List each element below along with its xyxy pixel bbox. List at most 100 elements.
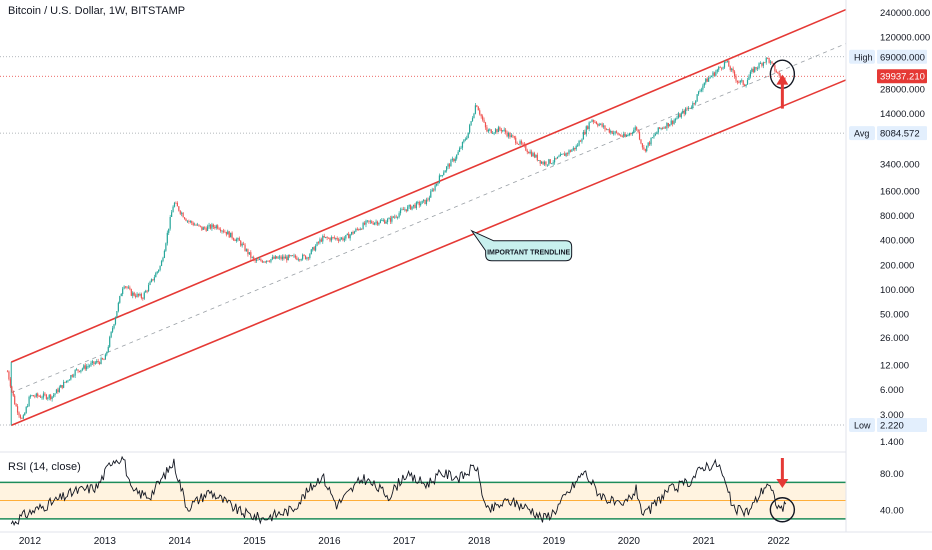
candle xyxy=(254,258,256,264)
candle xyxy=(158,269,160,273)
candle xyxy=(438,173,441,184)
candle-body xyxy=(746,80,749,85)
candle xyxy=(644,148,646,153)
candle xyxy=(566,152,569,157)
candle-body xyxy=(322,236,324,242)
candle xyxy=(217,224,219,230)
candle xyxy=(358,228,360,231)
candle-body xyxy=(464,139,466,141)
candle-body xyxy=(65,380,68,383)
candle-body xyxy=(320,239,322,242)
candle-body xyxy=(51,396,53,400)
candle-body xyxy=(306,257,308,260)
price-tick-label: 28000.000 xyxy=(880,84,925,95)
candle-body xyxy=(333,237,335,239)
candle-body xyxy=(48,394,50,398)
candle xyxy=(568,149,570,156)
candle-body xyxy=(280,256,282,259)
candle-body xyxy=(595,121,597,124)
candle-body xyxy=(116,311,118,318)
avg-marker-tag: Avg xyxy=(854,129,869,139)
candle-body xyxy=(319,239,321,243)
candle-body xyxy=(555,157,557,159)
rsi-title: RSI (14, close) xyxy=(8,461,81,473)
candle-body xyxy=(60,385,62,388)
candle xyxy=(276,256,278,259)
candle xyxy=(67,379,69,383)
candle-body xyxy=(754,67,756,72)
rsi-pane[interactable] xyxy=(0,455,846,526)
candle-body xyxy=(381,220,383,222)
candle-body xyxy=(650,137,652,145)
candle-body xyxy=(761,63,763,66)
candle xyxy=(417,200,419,205)
candle xyxy=(185,218,187,222)
candle xyxy=(618,133,620,136)
candle-body xyxy=(751,68,753,72)
candle-body xyxy=(16,406,19,413)
price-pane[interactable]: IMPORTANT TRENDLINE xyxy=(0,8,847,427)
candle xyxy=(312,246,314,252)
candle xyxy=(595,121,597,125)
candle xyxy=(160,259,163,267)
rsi-circle-marker xyxy=(769,497,796,523)
candle-body xyxy=(561,154,563,155)
candle xyxy=(40,394,42,398)
candle-body xyxy=(434,185,436,191)
candle-body xyxy=(155,273,157,278)
candle xyxy=(752,66,754,74)
candle xyxy=(44,391,46,397)
candle-body xyxy=(268,261,271,263)
candle-body xyxy=(54,393,56,396)
candle xyxy=(484,121,487,130)
candle-body xyxy=(568,150,570,154)
candle-body xyxy=(451,158,453,160)
candle xyxy=(368,220,370,224)
candle xyxy=(263,261,265,263)
candle-body xyxy=(424,199,426,204)
candle-body xyxy=(417,202,419,203)
candle-body xyxy=(274,256,276,259)
candle xyxy=(564,151,566,156)
candle-body xyxy=(146,290,148,292)
candle-body xyxy=(129,287,131,290)
candle-body xyxy=(253,256,255,260)
candle-body xyxy=(336,237,338,240)
candle-body xyxy=(664,127,667,129)
candle-body xyxy=(477,106,479,111)
candle-body xyxy=(614,131,616,133)
candle-body xyxy=(636,127,638,130)
candle xyxy=(620,134,622,137)
candle xyxy=(483,117,485,124)
candle xyxy=(751,67,753,74)
candle xyxy=(48,394,50,401)
price-tick-label: 1600.000 xyxy=(880,186,920,197)
candle xyxy=(169,214,171,231)
candle-body xyxy=(248,252,250,255)
candle xyxy=(480,113,482,119)
candle-body xyxy=(661,127,664,129)
candle xyxy=(754,66,756,73)
candle-body xyxy=(447,164,449,167)
candle xyxy=(467,132,469,139)
candle-body xyxy=(699,90,701,92)
candle xyxy=(446,165,448,173)
candle xyxy=(389,215,392,224)
candle-body xyxy=(71,375,73,377)
candle xyxy=(234,238,236,242)
candle-body xyxy=(548,159,550,165)
candle-body xyxy=(366,220,369,222)
candle xyxy=(384,218,386,224)
candle-body xyxy=(255,259,258,261)
candle xyxy=(88,364,91,368)
candle xyxy=(458,146,461,153)
candle-body xyxy=(338,239,340,241)
candle-body xyxy=(536,154,538,161)
candle xyxy=(506,130,508,138)
candle-body xyxy=(110,331,112,338)
candle-body xyxy=(592,120,595,122)
candle-body xyxy=(613,132,615,134)
candle xyxy=(394,214,396,220)
